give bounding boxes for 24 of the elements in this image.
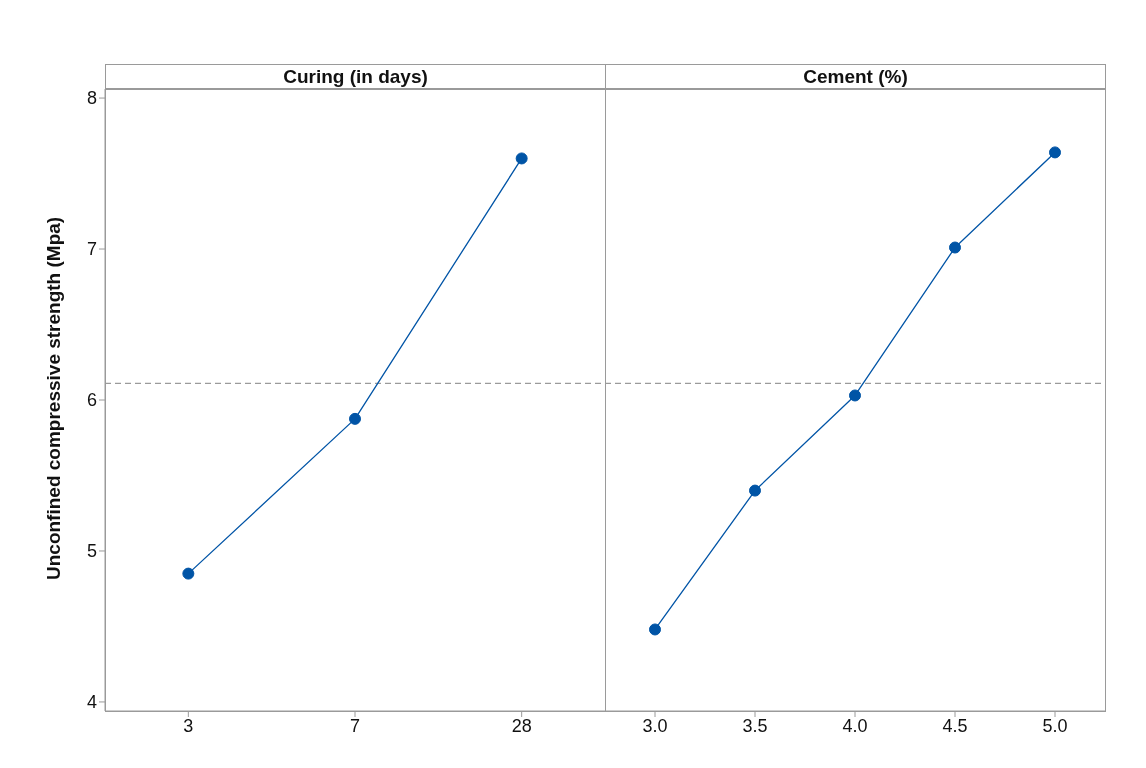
x-tick-label: 4.5 — [942, 715, 968, 736]
point — [1049, 146, 1061, 159]
point — [849, 389, 861, 402]
point — [182, 567, 195, 580]
y-tick-label: 5 — [86, 541, 97, 562]
point — [949, 241, 961, 254]
chart-title: Curing (in days) — [105, 64, 606, 90]
y-tick-label: 8 — [86, 88, 97, 109]
x-tick-label: 5.0 — [1042, 715, 1068, 736]
y-tick-label: 7 — [86, 239, 97, 260]
x-tick-label: 7 — [349, 715, 361, 736]
point — [649, 623, 661, 636]
x-tick-label: 28 — [511, 715, 532, 736]
point — [349, 412, 361, 425]
y-tick-label: 6 — [86, 390, 97, 411]
y-axis-title: Unconfined compressive strength (Mpa) — [42, 216, 64, 580]
point — [749, 484, 761, 497]
chart-title: Cement (%) — [605, 64, 1106, 90]
x-tick-label: 3 — [183, 715, 194, 736]
y-tick-label: 4 — [86, 692, 97, 713]
x-tick-label: 4.0 — [842, 715, 868, 736]
point — [515, 152, 528, 165]
x-tick-label: 3.5 — [742, 715, 768, 736]
x-tick-label: 3.0 — [642, 715, 668, 736]
